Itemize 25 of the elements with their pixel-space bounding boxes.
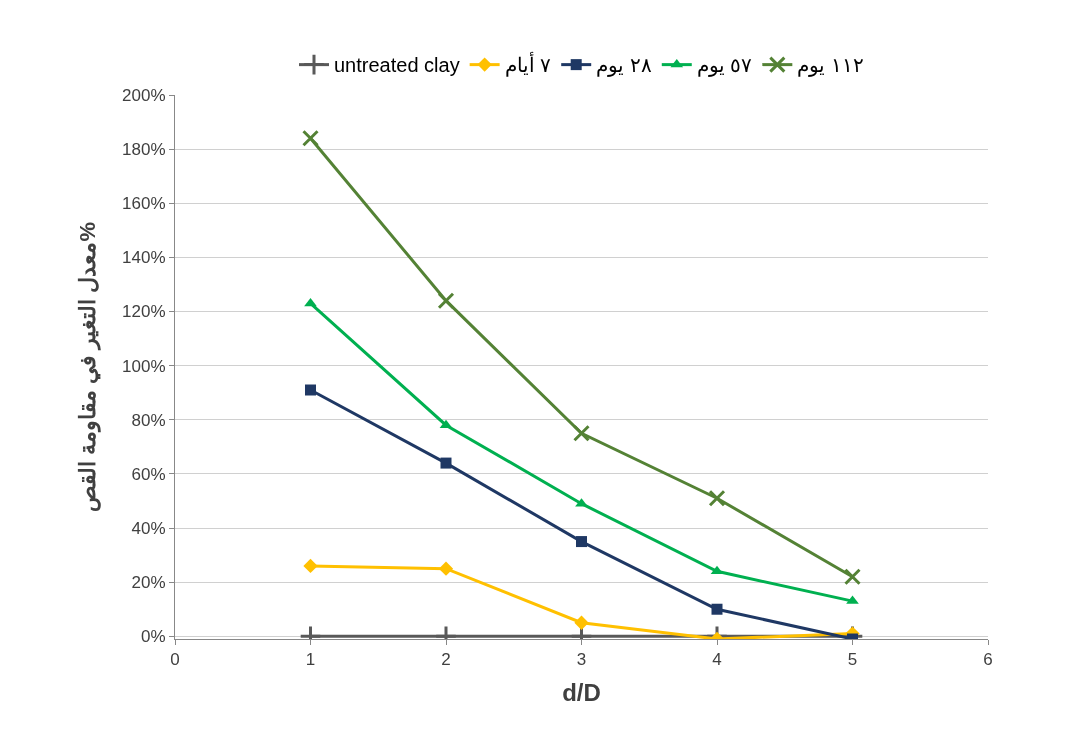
x-tick-label: 0 bbox=[170, 650, 180, 670]
x-tick-label: 6 bbox=[983, 650, 993, 670]
y-tick-label: 40% bbox=[131, 518, 166, 538]
y-tick-label: 100% bbox=[122, 356, 166, 376]
y-tick-label: 80% bbox=[131, 410, 166, 430]
y-tick-label: 20% bbox=[131, 573, 166, 593]
y-tick-label: 180% bbox=[122, 140, 166, 160]
y-tick-label: 200% bbox=[122, 85, 166, 105]
legend-label: untreated clay bbox=[334, 54, 460, 77]
x-tick-label: 1 bbox=[305, 650, 316, 670]
x-tick-label: 3 bbox=[576, 650, 587, 670]
legend-label: ٢٨ يوم bbox=[596, 54, 652, 78]
legend-label: ٧ أيام bbox=[504, 51, 552, 78]
y-tick-label: 140% bbox=[122, 248, 166, 268]
x-tick-label: 5 bbox=[847, 650, 858, 670]
y-axis-title: معدل التغير في مقاومة القص% bbox=[74, 221, 101, 513]
legend-label: ٥٧ يوم bbox=[696, 54, 753, 78]
x-axis-title: d/D bbox=[562, 678, 601, 706]
y-tick-label: 60% bbox=[131, 464, 166, 484]
x-tick-label: 2 bbox=[441, 650, 451, 670]
x-tick-label: 4 bbox=[712, 650, 722, 670]
y-tick-label: 0% bbox=[141, 627, 166, 647]
y-tick-label: 120% bbox=[122, 302, 166, 322]
y-tick-label: 160% bbox=[122, 194, 166, 214]
legend-label: ١١٢ يوم bbox=[797, 54, 864, 78]
